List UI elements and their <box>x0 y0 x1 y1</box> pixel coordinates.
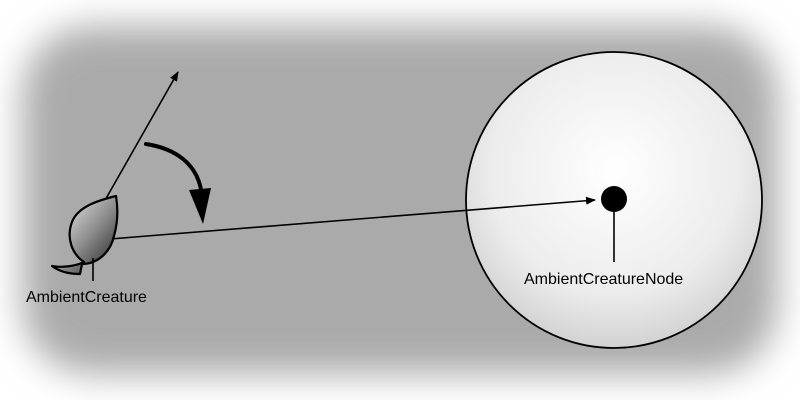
curved-rotation-arrow-icon <box>144 142 211 224</box>
creature-to-node-arrow <box>109 196 596 240</box>
node-dot-icon <box>601 186 627 212</box>
heading-arrow <box>103 71 179 203</box>
teardrop-creature-icon <box>50 194 119 276</box>
creature-label: AmbientCreature <box>26 289 147 306</box>
node-label: AmbientCreatureNode <box>524 271 683 288</box>
